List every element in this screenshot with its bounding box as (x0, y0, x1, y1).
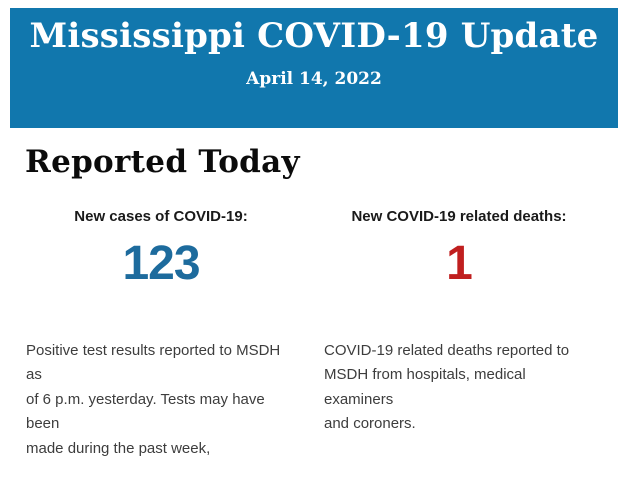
stat-new-deaths: New COVID-19 related deaths: 1 COVID-19 … (324, 181, 594, 462)
banner-title: Mississippi COVID-19 Update (29, 16, 599, 56)
stats-grid: New cases of COVID-19: 123 Positive test… (0, 181, 620, 462)
header-banner: Mississippi COVID-19 Update April 14, 20… (10, 8, 618, 128)
new-cases-label: New cases of COVID-19: (74, 207, 248, 225)
section-heading: Reported Today (25, 144, 300, 180)
new-deaths-label: New COVID-19 related deaths: (351, 207, 567, 225)
new-cases-value: 123 (122, 236, 200, 290)
new-deaths-description: COVID-19 related deaths reported to MSDH… (324, 341, 570, 433)
covid-update-newsletter: Mississippi COVID-19 Update April 14, 20… (0, 8, 620, 461)
new-cases-description: Positive test results reported to MSDH a… (26, 341, 281, 457)
stat-new-cases: New cases of COVID-19: 123 Positive test… (26, 181, 296, 462)
banner-date: April 14, 2022 (246, 68, 382, 89)
new-deaths-value: 1 (446, 236, 473, 290)
